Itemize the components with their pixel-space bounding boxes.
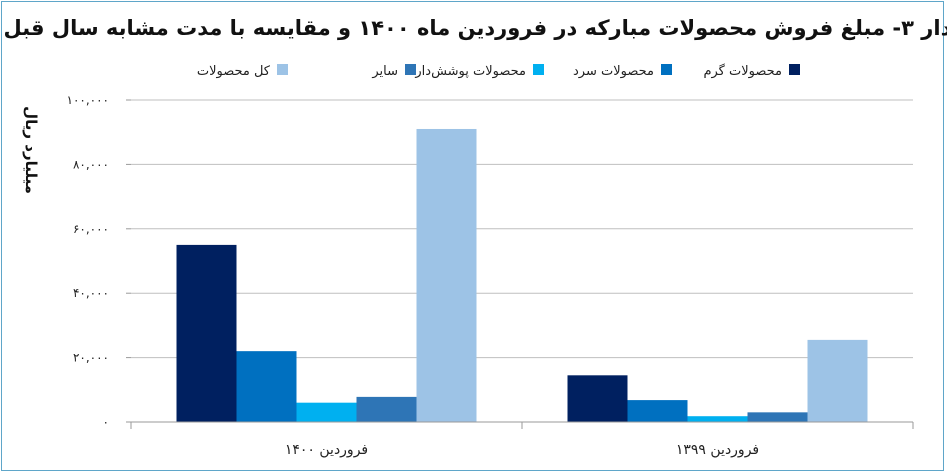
- legend-label: محصولات گرم: [703, 63, 782, 79]
- legend-label: محصولات سرد: [573, 64, 654, 79]
- bar: [807, 339, 868, 422]
- bar: [567, 375, 628, 422]
- bar: [687, 416, 748, 422]
- y-tick-label: ۰: [103, 415, 109, 429]
- y-tick-label: ۱۰۰,۰۰۰: [67, 93, 110, 107]
- bar: [176, 244, 237, 422]
- legend-swatch: [661, 64, 672, 75]
- y-axis-label: میلیارد ریال: [22, 106, 40, 194]
- x-axis: فروردین ۱۴۰۰ فروردین ۱۳۹۹: [130, 421, 914, 458]
- y-tick-label: ۴۰,۰۰۰: [73, 286, 109, 300]
- bar: [416, 128, 477, 423]
- bar: [627, 400, 688, 422]
- y-tick-label: ۲۰,۰۰۰: [73, 351, 109, 365]
- bars: [176, 128, 868, 423]
- x-category-label: فروردین ۱۳۹۹: [676, 442, 759, 458]
- legend-swatch: [533, 64, 544, 75]
- x-category-label: فروردین ۱۴۰۰: [285, 442, 368, 458]
- y-tick-label: ۶۰,۰۰۰: [73, 222, 109, 236]
- legend-swatch: [405, 64, 416, 75]
- y-tick-label: ۸۰,۰۰۰: [73, 157, 109, 171]
- chart-title: نمودار ۳- مبلغ فروش محصولات مبارکه در فر…: [3, 16, 947, 40]
- legend-label: سایر: [371, 64, 398, 79]
- bar: [747, 412, 808, 422]
- legend-label: کل محصولات: [197, 64, 271, 79]
- legend: محصولات گرم محصولات سرد محصولات پوشش‌دار سا…: [197, 63, 800, 79]
- bar: [296, 402, 357, 422]
- legend-label: محصولات پوشش‌دار: [414, 64, 526, 79]
- bar: [356, 396, 417, 422]
- legend-swatch: [277, 64, 288, 75]
- bar: [236, 351, 297, 422]
- y-axis-ticks: ۰ ۲۰,۰۰۰ ۴۰,۰۰۰ ۶۰,۰۰۰ ۸۰,۰۰۰ ۱۰۰,۰۰۰: [67, 93, 131, 429]
- legend-swatch: [789, 64, 800, 75]
